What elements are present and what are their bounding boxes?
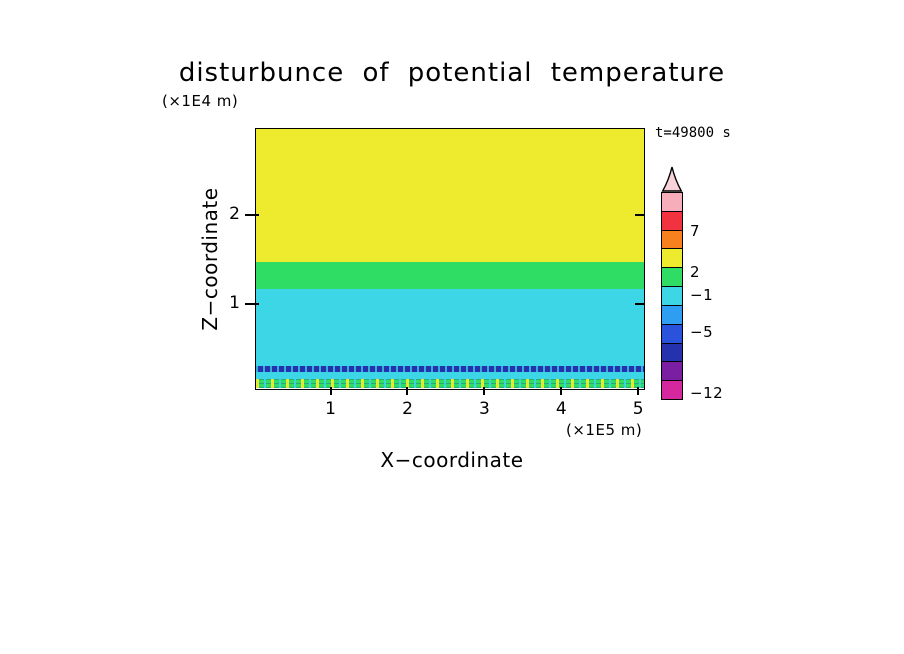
y-tick-right [635,303,644,306]
x-tick [483,387,486,395]
colorbar-label: 2 [690,263,701,282]
colorbar [661,166,683,400]
colorbar-segment [662,380,682,399]
contour-band [256,129,644,262]
x-axis-title: X−coordinate [380,448,524,472]
contour-band [256,378,644,388]
contour-band [256,371,644,379]
colorbar-label: 7 [690,221,701,240]
colorbar-label: −12 [690,383,724,402]
contour-field [256,129,644,389]
colorbar-segment [662,304,682,324]
y-axis-unit-label: (×1E4 m) [162,92,239,110]
x-tick [329,387,332,395]
x-tick-label: 3 [478,399,490,419]
colorbar-label: −1 [690,286,714,304]
x-tick [560,387,563,395]
colorbar-segment [662,267,682,287]
colorbar-segment [662,286,682,305]
x-tick [406,387,409,395]
colorbar-label: −5 [690,323,714,342]
time-annotation: t=49800 s [655,125,731,141]
colorbar-segment [662,361,682,381]
colorbar-segment [662,323,682,343]
colorbar-scale [661,192,683,400]
x-axis-unit-label: (×1E5 m) [566,421,643,439]
chart-title: disturbunce of potential temperature [178,58,726,88]
x-tick-label: 5 [632,399,644,419]
x-tick-label: 4 [555,399,567,419]
contour-band [256,289,644,366]
plot-area: 1 2 3 4 5 1 2 [229,128,645,419]
colorbar-labels: 7 2 −1 −5 −12 [690,192,738,402]
colorbar-tip-icon [661,166,683,192]
x-tick-label: 1 [325,399,336,419]
colorbar-segment [662,342,682,362]
y-tick-label: 2 [229,204,240,225]
y-tick-right [635,214,644,217]
colorbar-segment [662,193,682,211]
x-tick [637,387,640,395]
y-tick-label: 1 [229,293,240,314]
colorbar-segment [662,210,682,230]
x-tick-label: 2 [402,399,413,419]
contour-band [256,261,644,290]
colorbar-segment [662,229,682,249]
y-tick [245,303,259,306]
contour-band [256,365,644,372]
y-tick [245,214,259,217]
colorbar-segment [662,248,682,268]
